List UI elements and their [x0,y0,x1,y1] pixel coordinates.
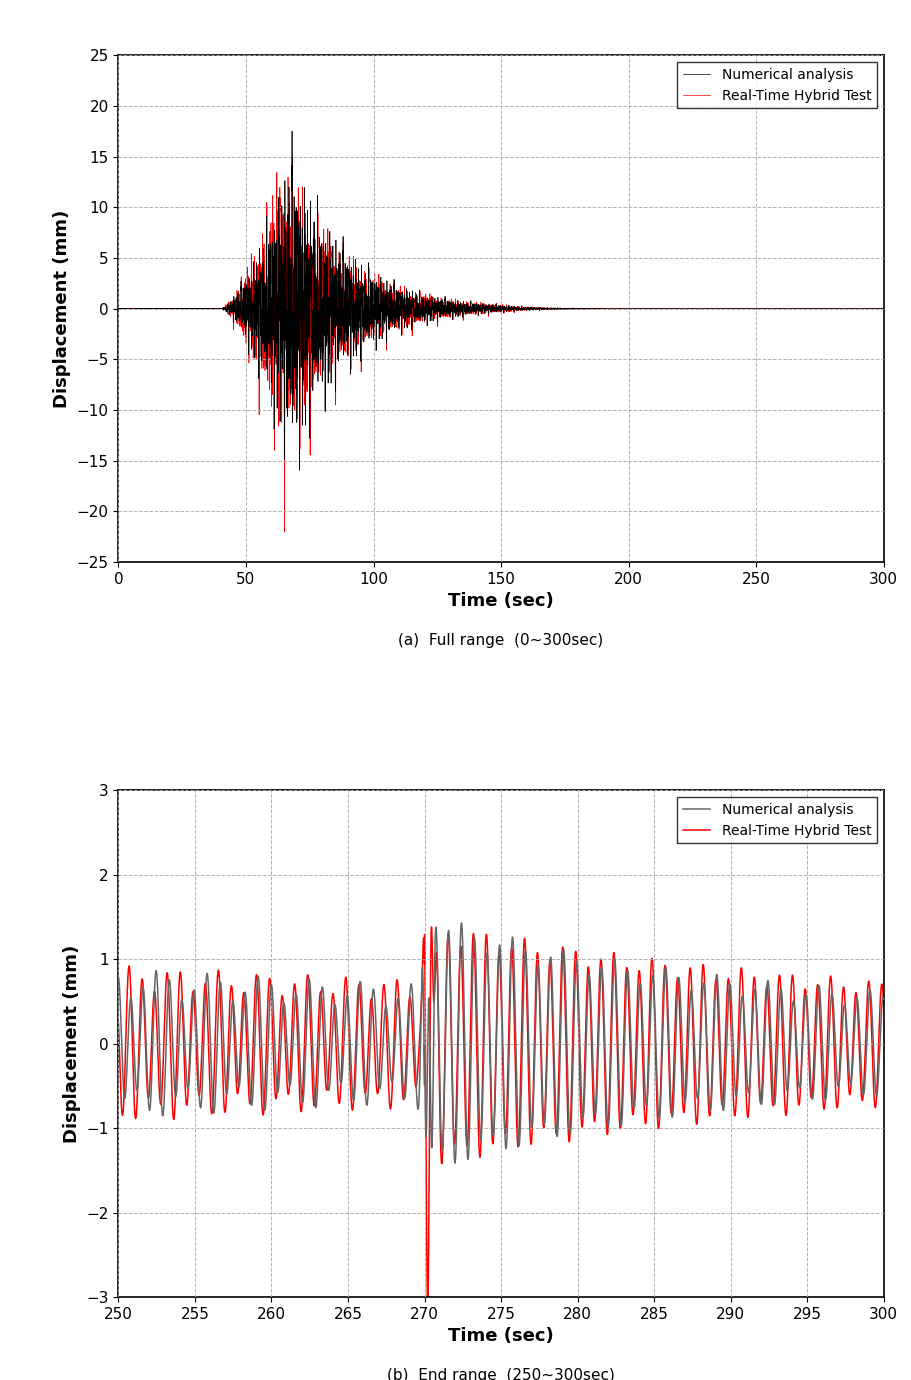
Y-axis label: Displacement (mm): Displacement (mm) [53,210,71,408]
Real-Time Hybrid Test [583,301,594,317]
Real-Time Hybrid Test [653,301,664,317]
Line: Real-Time Hybrid Test: Real-Time Hybrid Test [118,927,884,1308]
Legend: Numerical analysis, Real-Time Hybrid Test: Numerical analysis, Real-Time Hybrid Tes… [677,798,876,843]
Numerical analysis [583,301,594,317]
Numerical analysis [113,969,124,985]
Real-Time Hybrid Test [426,919,437,936]
Line: Numerical analysis: Numerical analysis [118,923,884,1163]
Real-Time Hybrid Test [878,998,889,1014]
Numerical analysis [641,1097,652,1114]
Real-Time Hybrid Test [191,1056,202,1072]
Numerical analysis [449,1155,460,1172]
Y-axis label: Displacement (mm): Displacement (mm) [63,944,81,1143]
Real-Time Hybrid Test [878,301,889,317]
Real-Time Hybrid Test [560,1007,571,1024]
Real-Time Hybrid Test [353,302,363,319]
Numerical analysis [799,301,810,317]
Numerical analysis [191,1027,202,1043]
Numerical analysis [456,915,467,932]
Real-Time Hybrid Test [113,301,124,317]
Real-Time Hybrid Test [279,523,290,540]
Real-Time Hybrid Test [423,1300,434,1317]
Numerical analysis [353,304,363,320]
Line: Numerical analysis: Numerical analysis [118,131,884,471]
Numerical analysis [878,301,889,317]
Real-Time Hybrid Test [287,149,298,166]
Numerical analysis [842,1025,853,1042]
Real-Time Hybrid Test [641,1108,652,1125]
Real-Time Hybrid Test [842,1043,853,1060]
Line: Real-Time Hybrid Test: Real-Time Hybrid Test [118,157,884,531]
Numerical analysis [631,1058,642,1075]
Real-Time Hybrid Test [633,301,644,317]
Text: (b)  End range  (250~300sec): (b) End range (250~300sec) [387,1368,615,1380]
X-axis label: Time (sec): Time (sec) [448,592,554,610]
Numerical analysis [113,301,124,317]
Numerical analysis [404,298,415,315]
Text: (a)  Full range  (0~300sec): (a) Full range (0~300sec) [398,633,604,649]
X-axis label: Time (sec): Time (sec) [448,1328,554,1346]
Real-Time Hybrid Test [262,985,273,1002]
Real-Time Hybrid Test [631,1023,642,1039]
Numerical analysis [633,301,644,317]
Numerical analysis [560,972,571,988]
Numerical analysis [653,301,664,317]
Real-Time Hybrid Test [799,301,810,317]
Numerical analysis [878,991,889,1007]
Numerical analysis [294,462,305,479]
Real-Time Hybrid Test [404,301,415,317]
Real-Time Hybrid Test [113,1013,124,1029]
Legend: Numerical analysis, Real-Time Hybrid Test: Numerical analysis, Real-Time Hybrid Tes… [677,62,876,108]
Numerical analysis [287,123,298,139]
Numerical analysis [262,1035,273,1052]
